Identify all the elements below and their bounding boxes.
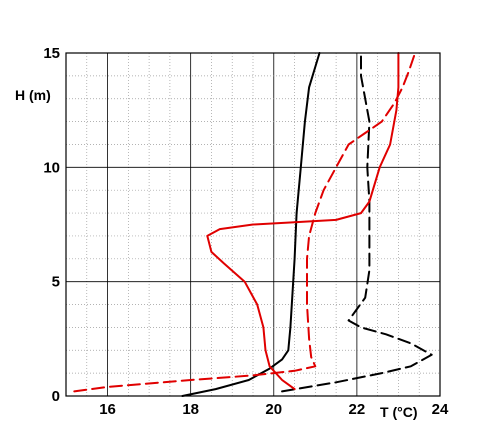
series-line-3 bbox=[206, 52, 400, 391]
series-line-1 bbox=[181, 52, 321, 397]
series-line-2 bbox=[281, 52, 433, 393]
x-axis-title: T (°C) bbox=[380, 404, 417, 420]
y-tick-label: 0 bbox=[52, 388, 60, 405]
x-tick-label: 24 bbox=[432, 401, 449, 418]
grid bbox=[65, 52, 441, 397]
tick-labels: 16 18 20 22 24 0 5 10 15 bbox=[43, 45, 449, 418]
x-tick-label: 20 bbox=[265, 401, 282, 418]
y-axis-title: H (m) bbox=[15, 87, 51, 103]
x-tick-label: 22 bbox=[349, 401, 366, 418]
y-tick-label: 10 bbox=[43, 159, 60, 176]
y-tick-label: 5 bbox=[52, 274, 60, 291]
series-line-4 bbox=[73, 52, 417, 393]
series-group bbox=[73, 52, 433, 397]
x-tick-label: 18 bbox=[182, 401, 199, 418]
y-tick-label: 15 bbox=[43, 45, 60, 62]
plot-frame bbox=[65, 52, 441, 397]
x-tick-label: 16 bbox=[99, 401, 116, 418]
